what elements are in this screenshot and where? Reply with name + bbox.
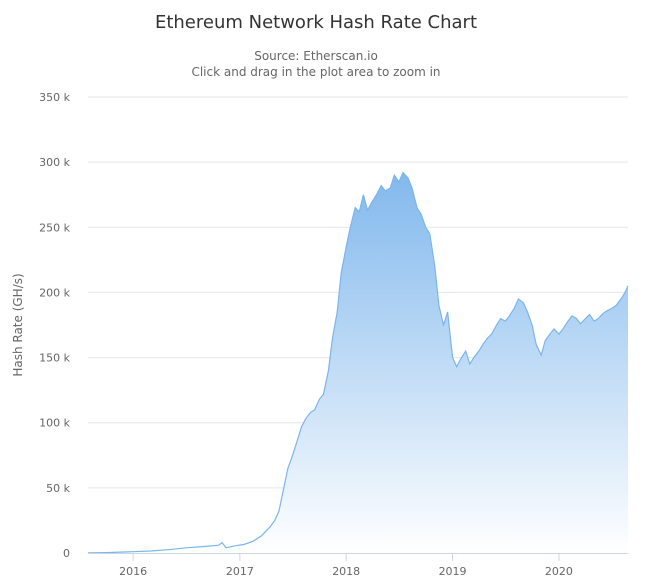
series-area-fill (88, 172, 628, 553)
y-tick-label: 350 k (39, 91, 70, 104)
x-axis-ticks: 2016 2017 2018 2019 2020 (119, 553, 573, 578)
y-tick-label: 0 (63, 547, 70, 560)
chart-subtitle-zoom-hint: Click and drag in the plot area to zoom … (191, 65, 440, 79)
chart-title: Ethereum Network Hash Rate Chart (155, 12, 477, 33)
x-tick-label: 2019 (439, 565, 467, 578)
chart-subtitle-source: Source: Etherscan.io (254, 49, 378, 63)
plot-area[interactable] (87, 171, 629, 554)
y-tick-label: 200 k (39, 286, 70, 299)
y-tick-label: 250 k (39, 221, 70, 234)
y-tick-label: 100 k (39, 417, 70, 430)
y-tick-label: 50 k (46, 482, 70, 495)
y-axis-tick-labels: 0 50 k 100 k 150 k 200 k 250 k 300 k 350 k (39, 91, 70, 560)
x-tick-label: 2016 (119, 565, 147, 578)
y-axis-title: Hash Rate (GH/s) (11, 273, 25, 376)
y-tick-label: 150 k (39, 352, 70, 365)
y-tick-label: 300 k (39, 156, 70, 169)
x-tick-label: 2018 (332, 565, 360, 578)
x-tick-label: 2017 (226, 565, 254, 578)
x-tick-label: 2020 (545, 565, 573, 578)
series-line[interactable] (87, 171, 629, 554)
